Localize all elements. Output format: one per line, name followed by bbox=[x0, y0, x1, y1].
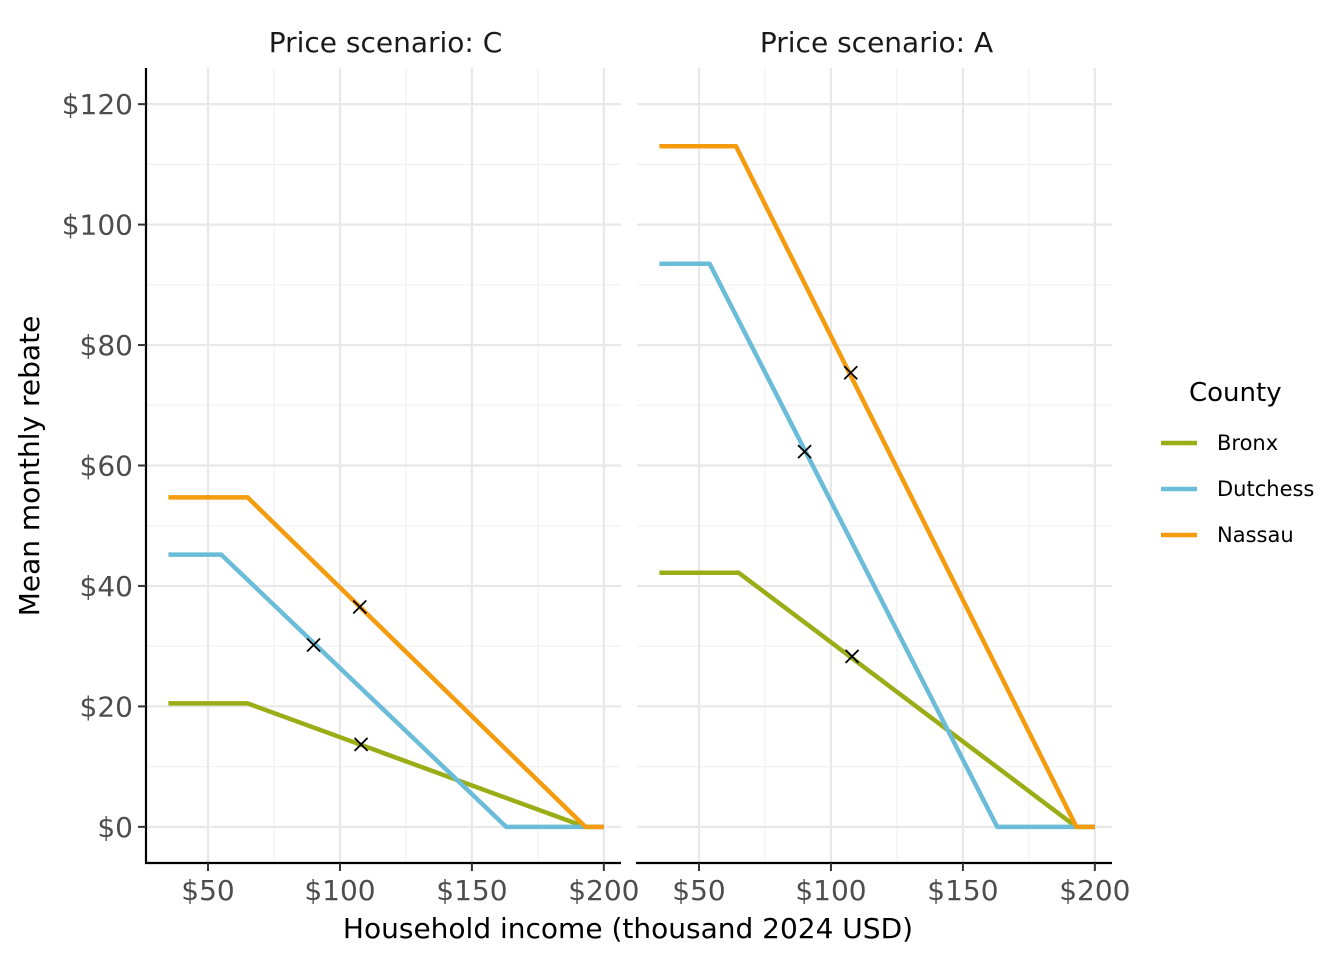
y-tick-label: $40 bbox=[80, 570, 133, 603]
marker-nassau bbox=[352, 599, 367, 615]
legend-item-nassau: Nassau bbox=[1161, 523, 1294, 547]
x-tick-label: $50 bbox=[181, 874, 234, 907]
x-tick-label: $150 bbox=[927, 874, 998, 907]
series-line-dutchess bbox=[168, 552, 604, 830]
legend: County Bronx Dutchess Nassau bbox=[1161, 378, 1314, 547]
marker-stroke bbox=[844, 649, 860, 664]
panel-1: Price scenario: C $50 $100 $150 $200 $0 $20 $40… bbox=[62, 26, 640, 907]
legend-label: Bronx bbox=[1217, 431, 1278, 455]
y-tick-label: $20 bbox=[80, 690, 133, 723]
marker-stroke bbox=[306, 637, 321, 653]
legend-label: Dutchess bbox=[1217, 477, 1314, 501]
y-tick-label: $0 bbox=[97, 811, 133, 844]
x-axis-title: Household income (thousand 2024 USD) bbox=[343, 912, 913, 945]
y-tick-label: $100 bbox=[62, 209, 133, 242]
marker-stroke bbox=[797, 444, 812, 459]
y-tick-label: $60 bbox=[80, 450, 133, 483]
legend-item-dutchess: Dutchess bbox=[1161, 477, 1314, 501]
x-tick-label: $50 bbox=[672, 874, 725, 907]
y-tick-label: $80 bbox=[80, 329, 133, 362]
series-line-nassau bbox=[659, 144, 1095, 830]
x-tick-label: $100 bbox=[304, 874, 375, 907]
panel-title: Price scenario: C bbox=[269, 26, 503, 59]
x-tick-label: $100 bbox=[795, 874, 866, 907]
series-line-dutchess bbox=[659, 261, 1095, 830]
marker-stroke bbox=[353, 737, 369, 752]
marker-bronx bbox=[844, 649, 860, 664]
legend-label: Nassau bbox=[1217, 523, 1294, 547]
legend-item-bronx: Bronx bbox=[1161, 431, 1278, 455]
marker-bronx bbox=[353, 737, 369, 752]
marker-nassau bbox=[843, 365, 858, 380]
x-tick-label: $200 bbox=[1059, 874, 1130, 907]
series-line-bronx bbox=[659, 570, 1095, 830]
series-line-bronx bbox=[168, 701, 604, 830]
marker-dutchess bbox=[797, 444, 812, 459]
legend-title: County bbox=[1189, 378, 1282, 408]
series-line-nassau bbox=[168, 495, 604, 830]
y-axis-title: Mean monthly rebate bbox=[13, 316, 46, 617]
panel-title: Price scenario: A bbox=[760, 26, 993, 59]
marker-dutchess bbox=[306, 637, 321, 653]
x-tick-label: $200 bbox=[568, 874, 639, 907]
marker-stroke bbox=[843, 365, 858, 380]
y-tick-label: $120 bbox=[62, 88, 133, 121]
x-tick-label: $150 bbox=[436, 874, 507, 907]
marker-stroke bbox=[352, 599, 367, 615]
panel-2: Price scenario: A $50 $100 $150 $200 bbox=[636, 26, 1130, 907]
